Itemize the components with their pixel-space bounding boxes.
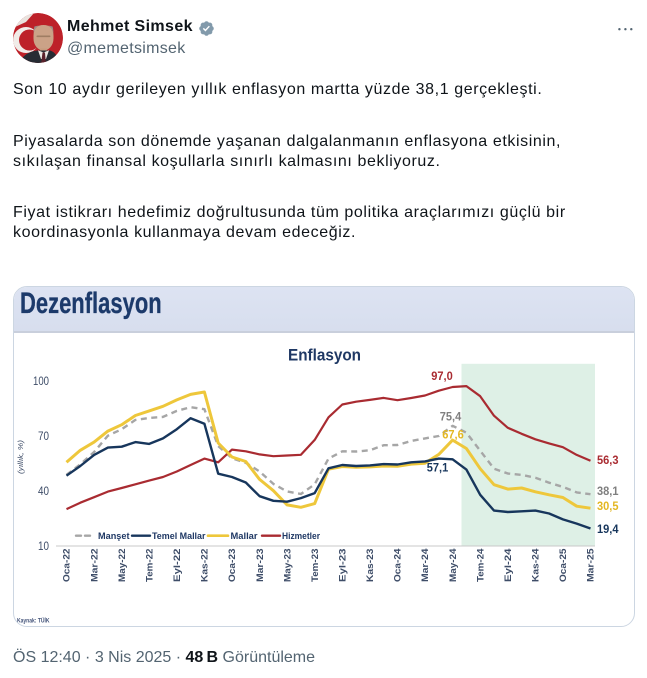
svg-text:38,1: 38,1 xyxy=(597,484,619,498)
svg-text:100: 100 xyxy=(33,374,49,388)
svg-text:Mallar: Mallar xyxy=(231,531,259,541)
svg-text:Oca-24: Oca-24 xyxy=(393,549,403,583)
svg-text:May-24: May-24 xyxy=(448,549,458,583)
svg-text:Kas-23: Kas-23 xyxy=(365,549,375,583)
svg-text:40: 40 xyxy=(38,484,49,498)
svg-text:Mar-22: Mar-22 xyxy=(89,549,99,583)
svg-text:Tem-23: Tem-23 xyxy=(310,549,320,583)
svg-text:(yıllık, %): (yıllık, %) xyxy=(16,439,25,474)
svg-text:Tem-24: Tem-24 xyxy=(475,549,485,583)
svg-text:Kaynak: TÜİK: Kaynak: TÜİK xyxy=(17,616,50,625)
svg-text:Tem-22: Tem-22 xyxy=(144,549,154,583)
svg-text:Kas-22: Kas-22 xyxy=(200,549,210,583)
svg-text:57,1: 57,1 xyxy=(427,461,449,475)
svg-text:Oca-23: Oca-23 xyxy=(227,549,237,583)
svg-text:19,4: 19,4 xyxy=(597,522,619,536)
svg-text:97,0: 97,0 xyxy=(431,369,453,383)
svg-text:Eyl-24: Eyl-24 xyxy=(503,549,513,583)
svg-text:30,5: 30,5 xyxy=(597,499,619,513)
svg-text:Enflasyon: Enflasyon xyxy=(288,346,361,365)
svg-text:75,4: 75,4 xyxy=(440,410,462,424)
svg-text:May-23: May-23 xyxy=(282,549,292,583)
svg-text:Eyl-22: Eyl-22 xyxy=(172,549,182,583)
svg-text:10: 10 xyxy=(38,539,49,553)
svg-text:Eyl-23: Eyl-23 xyxy=(338,549,348,583)
svg-text:Kas-24: Kas-24 xyxy=(531,549,541,583)
svg-text:Hizmetler: Hizmetler xyxy=(282,531,320,541)
svg-text:Mar-23: Mar-23 xyxy=(255,549,265,583)
svg-text:Manşet: Manşet xyxy=(98,531,130,541)
svg-text:Mar-24: Mar-24 xyxy=(420,549,430,583)
svg-text:56,3: 56,3 xyxy=(597,453,619,467)
svg-text:Oca-25: Oca-25 xyxy=(558,549,568,583)
svg-text:70: 70 xyxy=(38,429,49,443)
svg-text:Oca-22: Oca-22 xyxy=(62,549,72,583)
svg-text:67,6: 67,6 xyxy=(442,428,464,442)
svg-text:Mar-25: Mar-25 xyxy=(586,549,596,583)
svg-text:Temel Mallar: Temel Mallar xyxy=(152,531,206,541)
svg-text:May-22: May-22 xyxy=(117,549,127,583)
